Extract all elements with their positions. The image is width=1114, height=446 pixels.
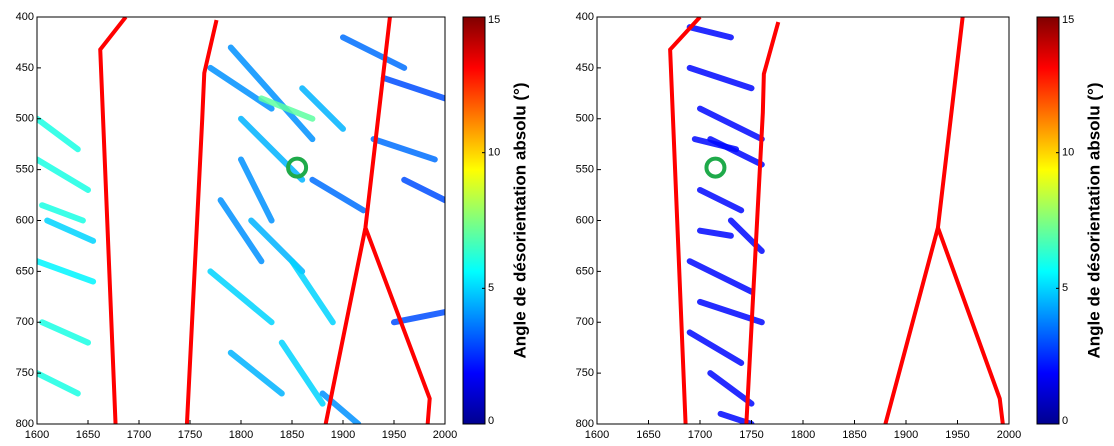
y-tick-label: 750 [576, 367, 594, 379]
x-tick-label: 1650 [636, 429, 660, 441]
x-tick-label: 1650 [76, 429, 100, 441]
marker [286, 156, 309, 179]
patch [37, 115, 81, 153]
colorbar-tick-label: 15 [488, 14, 500, 26]
y-tick-label: 500 [576, 113, 594, 125]
patch [207, 64, 275, 112]
patch [697, 186, 745, 214]
x-tick-label: 1900 [331, 429, 355, 441]
y-tick-label: 400 [576, 11, 594, 23]
x-tick-label: 1600 [585, 429, 609, 441]
patch [691, 136, 740, 153]
colorbar-tick-label: 5 [1062, 282, 1068, 294]
y-tick-label: 450 [576, 62, 594, 74]
y-tick-label: 650 [16, 265, 34, 277]
marker [704, 156, 727, 179]
x-tick-label: 1900 [894, 429, 918, 441]
patch [207, 268, 275, 326]
plot-content [37, 17, 445, 424]
x-tick-label: 1700 [688, 429, 712, 441]
patch [309, 176, 367, 214]
y-tick-label: 500 [16, 113, 34, 125]
patch [380, 75, 445, 102]
y-tick-label: 800 [576, 418, 594, 430]
patch [299, 85, 346, 132]
y-tick-label: 650 [576, 265, 594, 277]
grain-boundary [668, 17, 702, 424]
x-tick-label: 1850 [842, 429, 866, 441]
patch [370, 136, 438, 163]
patch [340, 34, 408, 71]
patch [37, 156, 91, 193]
patch [217, 197, 265, 265]
patch [39, 319, 91, 346]
colorbar-label: Angle de désorientation absolu (°) [1084, 83, 1103, 359]
grain-boundary [744, 21, 781, 424]
grain-boundary [363, 226, 432, 424]
patch [686, 24, 734, 41]
x-tick-label: 1800 [791, 429, 815, 441]
colorbar-tick-label: 15 [1062, 14, 1074, 26]
patch [44, 217, 97, 244]
colorbar-label: Angle de désorientation absolu (°) [510, 83, 529, 359]
patch [258, 95, 316, 122]
x-tick-label: 1600 [25, 429, 49, 441]
y-tick-label: 750 [16, 367, 34, 379]
y-tick-label: 400 [16, 11, 34, 23]
y-tick-label: 800 [16, 418, 34, 430]
colorbar-tick-label: 0 [1062, 415, 1068, 427]
colorbar [462, 16, 486, 425]
y-tick-label: 450 [16, 62, 34, 74]
x-tick-label: 1850 [280, 429, 304, 441]
patch [319, 390, 362, 424]
x-tick-label: 1750 [739, 429, 763, 441]
patch [686, 258, 755, 295]
patch [227, 44, 316, 143]
y-tick-label: 550 [576, 164, 594, 176]
colorbar [1036, 16, 1060, 425]
colorbar-tick-label: 10 [1062, 147, 1074, 159]
grain-boundary [98, 17, 128, 424]
patch [697, 227, 734, 239]
patch [686, 64, 755, 92]
patch [227, 349, 285, 397]
patch [238, 115, 306, 183]
x-tick-label: 1700 [127, 429, 151, 441]
grain-boundary [184, 19, 219, 424]
patch [37, 258, 97, 285]
y-tick-label: 550 [16, 164, 34, 176]
patch [278, 339, 326, 407]
patch [289, 258, 336, 326]
patch [401, 176, 445, 204]
plot-content [668, 17, 1005, 424]
patch [707, 370, 755, 407]
patch [686, 329, 745, 366]
patch [37, 370, 81, 397]
x-tick-label: 1950 [945, 429, 969, 441]
plot-area [597, 17, 1009, 424]
colorbar-tick-label: 0 [488, 415, 494, 427]
x-tick-label: 1950 [382, 429, 406, 441]
y-tick-label: 600 [576, 214, 594, 226]
grain-boundary [936, 226, 1005, 424]
colorbar-tick-label: 10 [488, 147, 500, 159]
x-tick-label: 2000 [433, 429, 457, 441]
patch [39, 202, 86, 224]
y-tick-label: 700 [576, 316, 594, 328]
y-tick-label: 700 [16, 316, 34, 328]
y-tick-label: 600 [16, 214, 34, 226]
x-tick-label: 2000 [997, 429, 1021, 441]
patch [238, 156, 275, 224]
patch [697, 105, 765, 143]
x-tick-label: 1800 [229, 429, 253, 441]
x-tick-label: 1750 [178, 429, 202, 441]
colorbar-tick-label: 5 [488, 282, 494, 294]
